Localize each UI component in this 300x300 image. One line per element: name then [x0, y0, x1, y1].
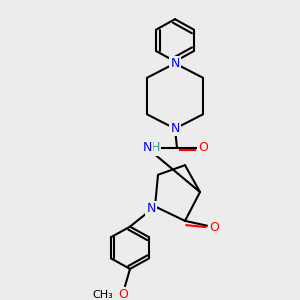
Text: O: O [118, 288, 128, 300]
Text: N: N [170, 122, 180, 135]
Text: N: N [146, 202, 156, 215]
Text: O: O [198, 141, 208, 154]
Text: H: H [150, 141, 160, 154]
Text: CH₃: CH₃ [93, 290, 113, 300]
Text: N: N [170, 57, 180, 70]
Text: O: O [209, 221, 219, 234]
Text: N: N [142, 141, 152, 154]
